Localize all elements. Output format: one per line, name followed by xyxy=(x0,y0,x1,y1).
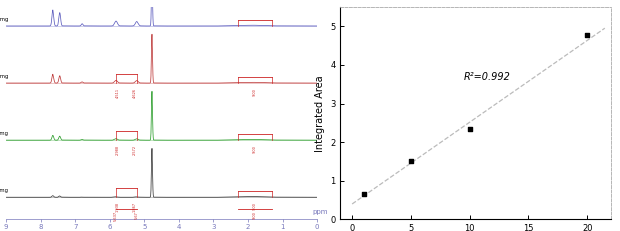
Text: Polymer 20mg / Monomer 1mg: Polymer 20mg / Monomer 1mg xyxy=(0,188,8,193)
Text: Polymer 20mg / Monomer 20mg: Polymer 20mg / Monomer 20mg xyxy=(0,17,8,22)
Text: 9.00: 9.00 xyxy=(253,202,257,210)
Point xyxy=(406,159,416,163)
Point xyxy=(582,33,592,36)
Text: 2.988: 2.988 xyxy=(116,145,120,155)
Point xyxy=(359,192,369,196)
Text: 1.938: 1.938 xyxy=(116,202,120,213)
Point xyxy=(464,127,474,131)
Text: Polymer 20mg / Monomer 10mg: Polymer 20mg / Monomer 10mg xyxy=(0,74,8,79)
Text: 5.67: 5.67 xyxy=(135,211,139,219)
Text: 9.00: 9.00 xyxy=(253,88,257,96)
Text: 5.637: 5.637 xyxy=(114,211,118,221)
Text: 9.00: 9.00 xyxy=(253,211,257,219)
Text: 1.867: 1.867 xyxy=(133,202,137,213)
Y-axis label: Integrated Area: Integrated Area xyxy=(314,75,324,152)
Text: 4.511: 4.511 xyxy=(116,88,120,98)
Text: 2.572: 2.572 xyxy=(133,145,137,155)
Text: 9.00: 9.00 xyxy=(253,145,257,153)
Text: ppm: ppm xyxy=(312,209,327,215)
Text: 4.626: 4.626 xyxy=(133,88,137,98)
Text: R²=0.992: R²=0.992 xyxy=(464,72,511,82)
Text: Polymer 20mg / Monomer 5mg: Polymer 20mg / Monomer 5mg xyxy=(0,131,8,136)
